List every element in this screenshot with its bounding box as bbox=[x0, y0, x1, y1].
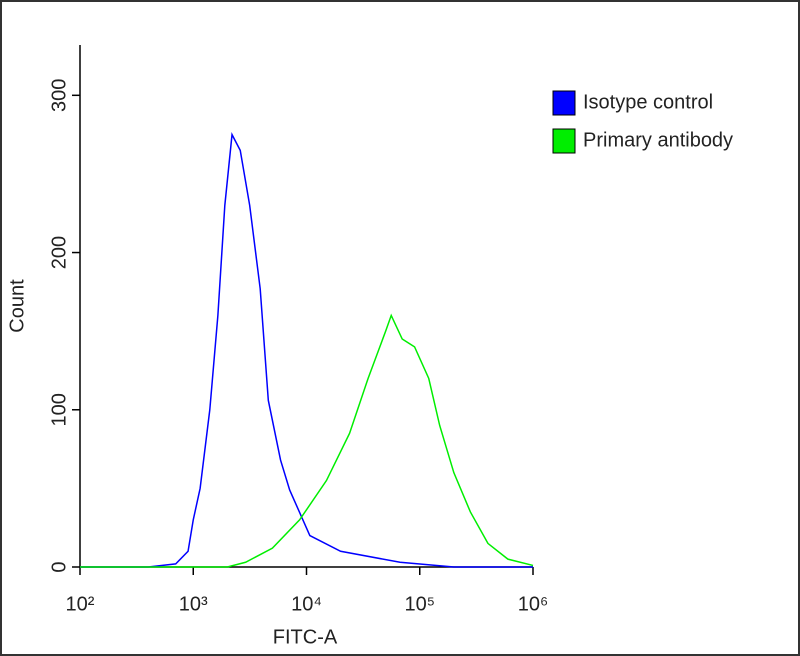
x-tick-label: 10³ bbox=[179, 593, 208, 615]
legend-swatch bbox=[552, 90, 576, 116]
legend-label: Isotype control bbox=[583, 91, 713, 113]
x-tick-label: 10² bbox=[66, 593, 95, 615]
y-tick-label: 0 bbox=[48, 561, 70, 572]
y-tick-label: 200 bbox=[48, 236, 70, 269]
x-tick-label: 10⁵ bbox=[404, 593, 435, 615]
y-axis-label: Count bbox=[6, 279, 28, 333]
legend-swatch bbox=[552, 128, 576, 154]
x-axis-label: FITC-A bbox=[273, 626, 338, 648]
y-tick-label: 300 bbox=[48, 79, 70, 112]
x-tick-label: 10⁶ bbox=[518, 593, 548, 615]
x-tick-label: 10⁴ bbox=[291, 593, 322, 615]
histogram-line bbox=[80, 132, 533, 568]
histogram-line bbox=[80, 313, 534, 568]
legend-label: Primary antibody bbox=[583, 129, 733, 151]
y-tick-label: 100 bbox=[48, 393, 70, 426]
